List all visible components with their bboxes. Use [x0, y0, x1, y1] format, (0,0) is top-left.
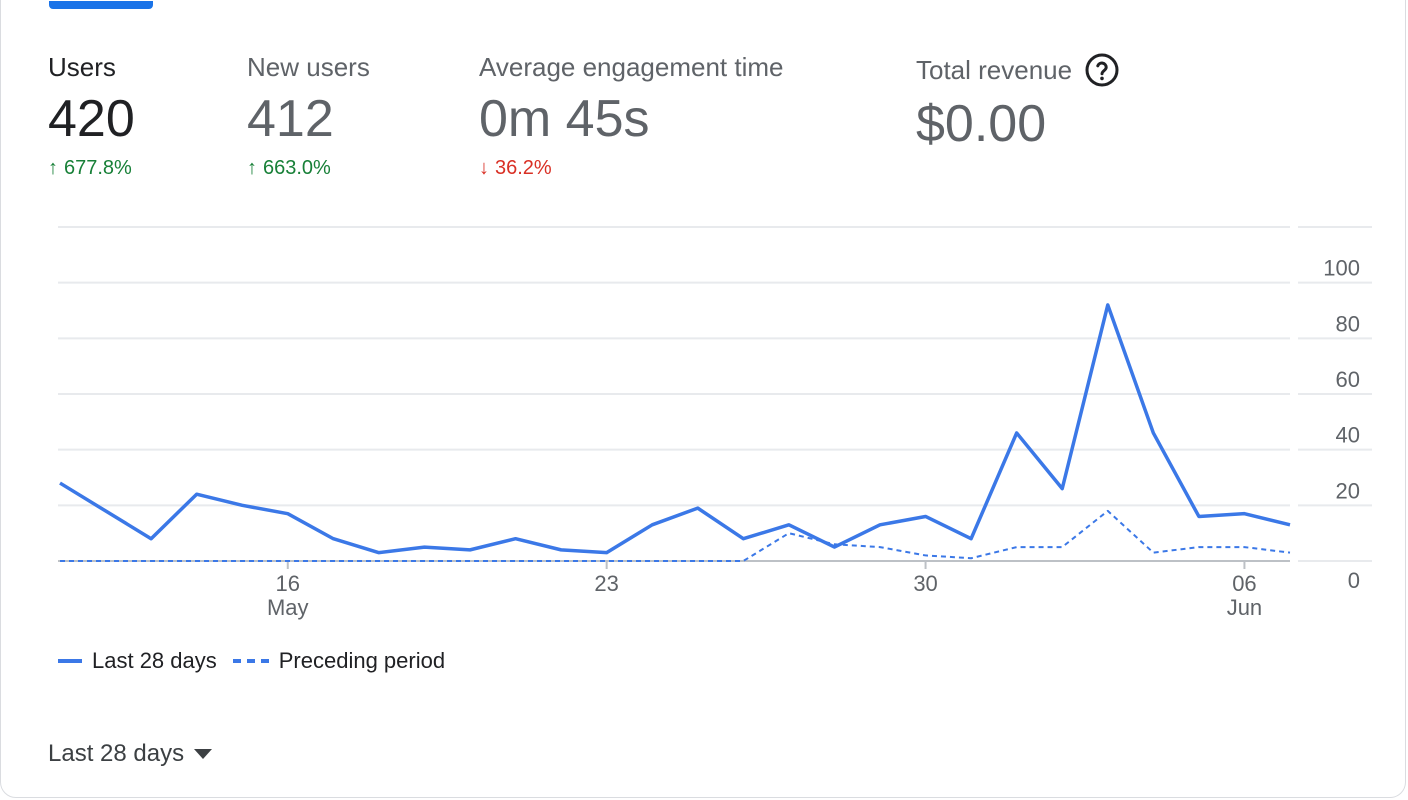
legend-item-current: Last 28 days: [58, 648, 217, 674]
chart-legend: Last 28 days Preceding period: [58, 648, 461, 674]
metric-label: Total revenue: [916, 54, 1073, 85]
metric-average-engagement-time[interactable]: Average engagement time 0m 45s ↓ 36.2%: [479, 52, 784, 180]
solid-line-swatch: [58, 659, 82, 663]
metric-total-revenue[interactable]: Total revenue $0.00: [916, 52, 1120, 154]
y-tick-label: 120: [1323, 220, 1360, 225]
metric-label: Users: [48, 52, 116, 82]
arrow-down-icon: ↓: [479, 157, 489, 179]
metric-change-value: 36.2%: [495, 157, 552, 179]
metric-value: 412: [247, 90, 334, 148]
dropdown-caret-icon: [194, 749, 213, 759]
metric-change: ↓ 36.2%: [479, 157, 784, 180]
metric-users[interactable]: Users 420 ↑ 677.8%: [48, 52, 135, 180]
metric-label: New users: [247, 52, 370, 82]
metric-label-row: Total revenue: [916, 52, 1120, 88]
metric-value: 420: [48, 90, 135, 148]
x-tick-month-label: May: [267, 595, 309, 620]
legend-label: Last 28 days: [92, 648, 217, 673]
metric-change-value: 677.8%: [64, 157, 132, 179]
date-range-dropdown[interactable]: Last 28 days: [48, 740, 213, 768]
metric-value: $0.00: [916, 95, 1047, 153]
x-tick-label: 30: [913, 571, 937, 596]
metric-change: ↑ 677.8%: [48, 157, 135, 180]
metric-label: Average engagement time: [479, 52, 784, 82]
series-line-preceding-period: [60, 509, 1291, 562]
legend-item-previous: Preceding period: [232, 648, 446, 674]
help-circle-icon[interactable]: [1084, 52, 1120, 88]
y-tick-label: 40: [1336, 423, 1360, 448]
y-tick-label: 20: [1336, 478, 1360, 503]
y-tick-label: 0: [1348, 568, 1360, 593]
dashed-line-swatch: [232, 659, 269, 663]
metric-change: ↑ 663.0%: [247, 157, 370, 180]
y-tick-label: 60: [1336, 367, 1360, 392]
metric-change-value: 663.0%: [263, 157, 331, 179]
y-tick-label: 80: [1336, 311, 1360, 336]
active-tab-indicator: [49, 1, 153, 9]
date-range-label: Last 28 days: [48, 740, 185, 767]
metric-value: 0m 45s: [479, 90, 650, 148]
arrow-up-icon: ↑: [48, 157, 58, 179]
x-tick-label: 06: [1232, 571, 1256, 596]
arrow-up-icon: ↑: [247, 157, 257, 179]
legend-label: Preceding period: [278, 648, 446, 673]
x-tick-label: 16: [276, 571, 300, 596]
x-tick-label: 23: [594, 571, 618, 596]
y-tick-label: 100: [1323, 256, 1360, 281]
metric-new-users[interactable]: New users 412 ↑ 663.0%: [247, 52, 370, 180]
x-tick-month-label: Jun: [1227, 595, 1262, 620]
series-line-last-28-days: [59, 303, 1291, 555]
